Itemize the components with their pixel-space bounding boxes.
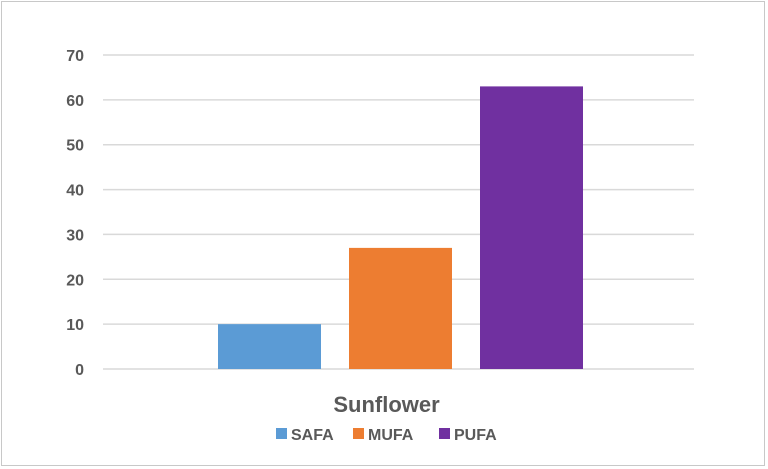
- bar-safa: [218, 324, 321, 369]
- legend: SAFA MUFA PUFA: [276, 427, 497, 444]
- legend-label-safa: SAFA: [291, 427, 334, 444]
- bar-pufa: [480, 86, 583, 370]
- y-tick-label: 30: [66, 227, 84, 244]
- gridlines: [103, 54, 694, 370]
- y-tick-label: 0: [75, 362, 84, 379]
- legend-label-mufa: MUFA: [368, 427, 414, 444]
- y-tick-label: 40: [66, 183, 84, 200]
- y-axis-tick-labels: 0 10 20 30 40 50 60 70: [66, 48, 84, 379]
- legend-swatch-pufa: [439, 428, 450, 439]
- y-tick-label: 10: [66, 317, 84, 334]
- legend-label-pufa: PUFA: [454, 427, 497, 444]
- y-tick-label: 70: [66, 48, 84, 65]
- bars: [218, 86, 583, 370]
- y-tick-label: 50: [66, 138, 84, 155]
- x-category-label: Sunflower: [333, 392, 440, 417]
- y-tick-label: 60: [66, 93, 84, 110]
- x-axis-category-labels: Sunflower: [333, 392, 440, 417]
- legend-swatch-mufa: [353, 428, 364, 439]
- bar-mufa: [349, 247, 452, 369]
- y-tick-label: 20: [66, 272, 84, 289]
- legend-swatch-safa: [276, 428, 287, 439]
